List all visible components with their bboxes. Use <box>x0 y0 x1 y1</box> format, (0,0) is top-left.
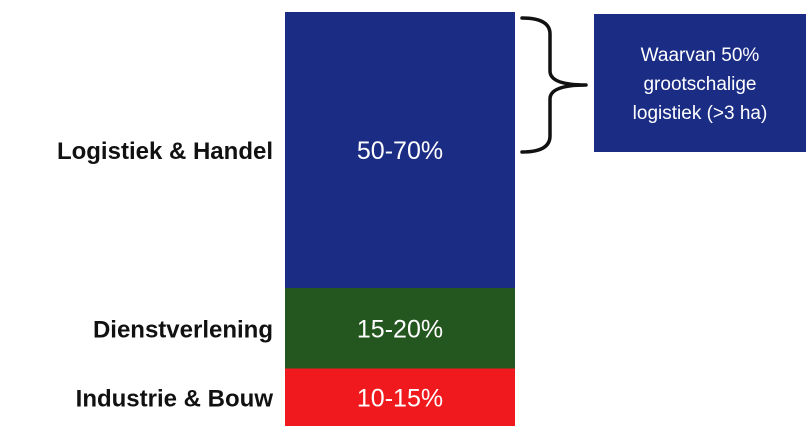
category-label: Industrie & Bouw <box>76 385 274 412</box>
annotation-text-line: Waarvan 50% <box>641 45 760 66</box>
bar-segment <box>285 288 515 369</box>
category-label: Dienstverlening <box>93 316 273 343</box>
segment-value-label: 50-70% <box>357 137 443 165</box>
annotation-box <box>594 14 806 152</box>
bar-segment <box>285 368 515 426</box>
bar-segment <box>285 12 515 288</box>
annotation-text-line: logistiek (>3 ha) <box>633 103 768 124</box>
category-label: Logistiek & Handel <box>57 138 273 165</box>
segment-value-label: 15-20% <box>357 315 443 343</box>
annotation-bracket <box>520 16 588 154</box>
annotation-text-line: grootschalige <box>643 74 756 95</box>
segment-value-label: 10-15% <box>357 384 443 412</box>
